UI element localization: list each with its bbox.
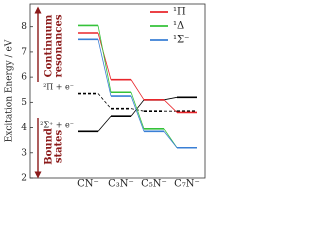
- legend-label: ¹Π: [173, 7, 186, 18]
- annotation: Bound: [44, 128, 55, 165]
- annotation: resonances: [54, 14, 65, 77]
- connector: [97, 25, 112, 93]
- connector: [97, 39, 112, 97]
- y-tick-label: 4: [21, 123, 27, 133]
- y-tick-label: 6: [21, 73, 27, 83]
- threshold-label: ²Π + e⁻: [43, 83, 74, 92]
- connector: [130, 79, 145, 101]
- plot-frame: [29, 3, 206, 179]
- connector: [97, 93, 112, 109]
- legend-label: ¹Δ: [173, 21, 184, 32]
- x-tick-label: CN⁻: [77, 179, 99, 190]
- annotation: Continuum: [44, 14, 55, 77]
- chart: Excitation Energy / eV 2 3 4 5 6 7 8 CN⁻ C₃N⁻ C₅N…: [5, 3, 206, 190]
- connector: [97, 115, 112, 132]
- annotation: states: [54, 129, 65, 163]
- y-axis-label: Excitation Energy / eV: [5, 39, 15, 142]
- y-tick-label: 5: [21, 98, 27, 108]
- legend-label: ¹Σ⁻: [173, 35, 189, 46]
- connector: [130, 99, 145, 117]
- x-tick-label: C₅N⁻: [141, 179, 167, 190]
- x-tick-label: C₇N⁻: [174, 179, 200, 190]
- y-tick-label: 3: [21, 148, 27, 158]
- threshold-label: ²Σ⁺ + e⁻: [40, 120, 74, 129]
- connector: [97, 32, 112, 80]
- connector: [163, 96, 178, 101]
- connector: [130, 92, 145, 129]
- connector: [163, 131, 178, 148]
- connector: [163, 99, 178, 113]
- y-tick-label: 7: [21, 47, 27, 57]
- connector: [130, 95, 145, 132]
- y-tick-label: 8: [21, 22, 27, 32]
- y-tick-label: 2: [21, 174, 27, 184]
- x-tick-label: C₃N⁻: [108, 179, 134, 190]
